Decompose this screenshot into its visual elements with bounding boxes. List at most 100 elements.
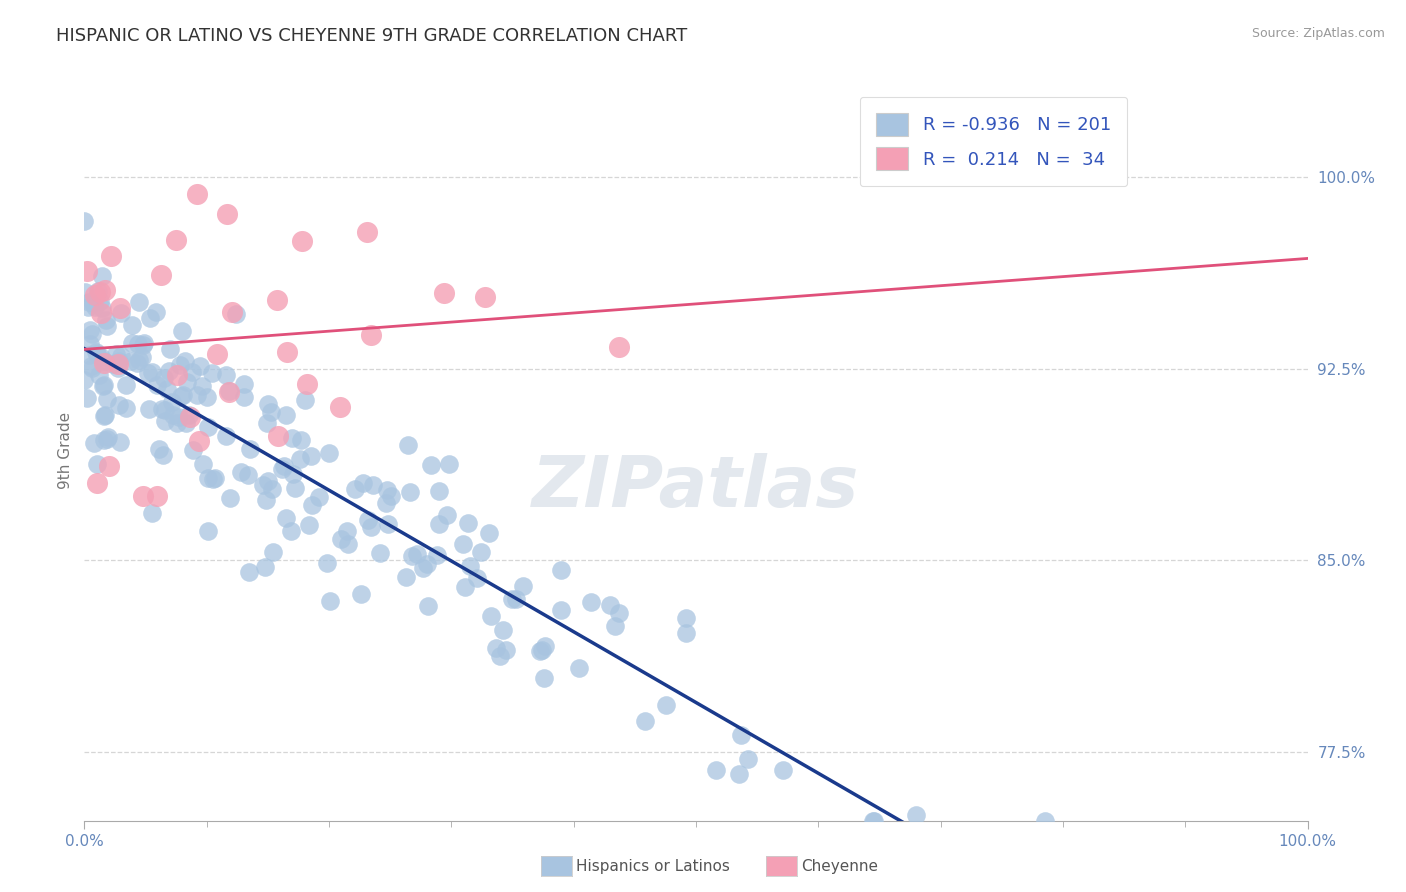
Point bbox=[233, 376, 256, 391]
Point bbox=[76, 264, 98, 278]
Point bbox=[252, 478, 274, 492]
Point bbox=[93, 354, 115, 368]
Text: Source: ZipAtlas.com: Source: ZipAtlas.com bbox=[1251, 27, 1385, 40]
Point bbox=[89, 293, 111, 308]
Point bbox=[120, 354, 142, 368]
Point bbox=[94, 313, 117, 327]
Point bbox=[360, 328, 382, 343]
Point bbox=[579, 594, 602, 608]
Point bbox=[634, 714, 657, 728]
Point bbox=[737, 752, 759, 766]
Point bbox=[479, 608, 502, 623]
Point bbox=[530, 642, 553, 657]
Point bbox=[86, 476, 108, 491]
Point bbox=[343, 482, 366, 496]
Point bbox=[458, 558, 481, 573]
Point bbox=[97, 430, 120, 444]
Point bbox=[239, 442, 262, 457]
Point bbox=[188, 434, 211, 449]
Point bbox=[73, 214, 96, 228]
Point bbox=[128, 294, 150, 309]
Point bbox=[256, 416, 278, 430]
Point bbox=[218, 384, 240, 398]
Point bbox=[191, 378, 214, 392]
Point bbox=[108, 353, 131, 368]
Point bbox=[77, 294, 100, 309]
Point bbox=[470, 545, 492, 559]
Point bbox=[108, 301, 131, 315]
Point bbox=[299, 449, 322, 463]
Point bbox=[605, 618, 627, 632]
Point bbox=[127, 337, 149, 351]
Point bbox=[451, 537, 474, 551]
Point bbox=[90, 269, 112, 284]
Point bbox=[238, 565, 260, 579]
Point bbox=[256, 474, 278, 488]
Point bbox=[270, 462, 292, 476]
Point bbox=[82, 295, 104, 310]
Point bbox=[83, 288, 105, 302]
Point bbox=[105, 347, 128, 361]
Point bbox=[550, 603, 572, 617]
Point bbox=[97, 459, 120, 474]
Point bbox=[485, 640, 508, 655]
Point bbox=[360, 519, 382, 533]
Point bbox=[93, 409, 115, 423]
Point bbox=[298, 518, 321, 533]
Point bbox=[180, 365, 202, 379]
Point bbox=[148, 442, 170, 457]
Point bbox=[94, 283, 117, 297]
Point bbox=[174, 416, 197, 430]
Point bbox=[125, 356, 148, 370]
Point bbox=[128, 353, 150, 368]
Point bbox=[495, 643, 517, 657]
Point bbox=[599, 598, 621, 612]
Point bbox=[280, 431, 302, 445]
Point bbox=[330, 532, 353, 546]
Point bbox=[197, 419, 219, 434]
Point bbox=[253, 559, 276, 574]
Point bbox=[512, 579, 534, 593]
Point bbox=[141, 507, 163, 521]
Point bbox=[159, 342, 181, 356]
Point bbox=[93, 433, 115, 447]
Point bbox=[550, 563, 572, 577]
Point bbox=[1035, 814, 1057, 828]
Point bbox=[361, 478, 384, 492]
Point bbox=[86, 345, 108, 359]
Point bbox=[197, 471, 219, 485]
Point bbox=[155, 382, 177, 396]
Point bbox=[157, 364, 180, 378]
Point bbox=[190, 359, 212, 373]
Point bbox=[93, 377, 115, 392]
Point bbox=[380, 489, 402, 503]
Point bbox=[153, 370, 176, 384]
Point bbox=[110, 306, 132, 320]
Point bbox=[427, 517, 450, 532]
Point bbox=[273, 458, 295, 473]
Point bbox=[291, 234, 314, 248]
Point bbox=[281, 467, 304, 482]
Point bbox=[174, 354, 197, 368]
Point bbox=[221, 305, 243, 319]
Point bbox=[704, 763, 727, 777]
Point bbox=[93, 356, 115, 370]
Point bbox=[149, 268, 172, 283]
Point bbox=[77, 301, 100, 315]
Point bbox=[426, 548, 449, 562]
Point bbox=[396, 438, 419, 452]
Point bbox=[465, 571, 488, 585]
Point bbox=[197, 524, 219, 538]
Point bbox=[108, 398, 131, 412]
Point bbox=[96, 432, 118, 446]
Point bbox=[436, 508, 458, 522]
Point bbox=[100, 249, 122, 263]
Point bbox=[357, 513, 380, 527]
Point bbox=[136, 366, 159, 380]
Point bbox=[294, 392, 316, 407]
Point bbox=[204, 471, 226, 485]
Point bbox=[205, 347, 228, 361]
Point bbox=[107, 357, 129, 371]
Point bbox=[412, 561, 434, 575]
Text: Cheyenne: Cheyenne bbox=[801, 859, 879, 873]
